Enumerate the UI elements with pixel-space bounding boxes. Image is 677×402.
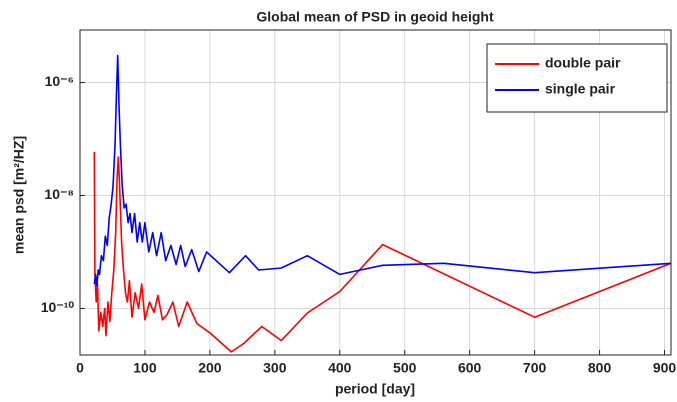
x-tick-label: 100 [133, 360, 157, 376]
x-tick-label: 300 [263, 360, 287, 376]
legend-box [486, 43, 668, 113]
series-line [93, 151, 672, 353]
x-tick-label: 500 [393, 360, 417, 376]
plot-frame [79, 29, 672, 356]
y-tick-label: 10⁻⁶ [45, 73, 74, 89]
y-tick-label: 10⁻¹⁰ [41, 299, 75, 315]
series-line [93, 54, 672, 287]
y-axis-label: mean psd [m²/HZ] [11, 136, 27, 254]
x-tick-label: 800 [588, 360, 612, 376]
legend-label: double pair [545, 55, 621, 71]
legend-label: single pair [545, 81, 616, 97]
y-tick-label: 10⁻⁸ [44, 186, 74, 202]
x-axis-label: period [day] [335, 381, 415, 397]
x-tick-label: 600 [458, 360, 482, 376]
x-tick-label: 0 [76, 360, 84, 376]
x-tick-label: 700 [523, 360, 547, 376]
x-tick-label: 200 [198, 360, 222, 376]
x-tick-label: 400 [328, 360, 352, 376]
x-tick-label: 900 [653, 360, 677, 376]
chart-title: Global mean of PSD in geoid height [256, 9, 494, 25]
